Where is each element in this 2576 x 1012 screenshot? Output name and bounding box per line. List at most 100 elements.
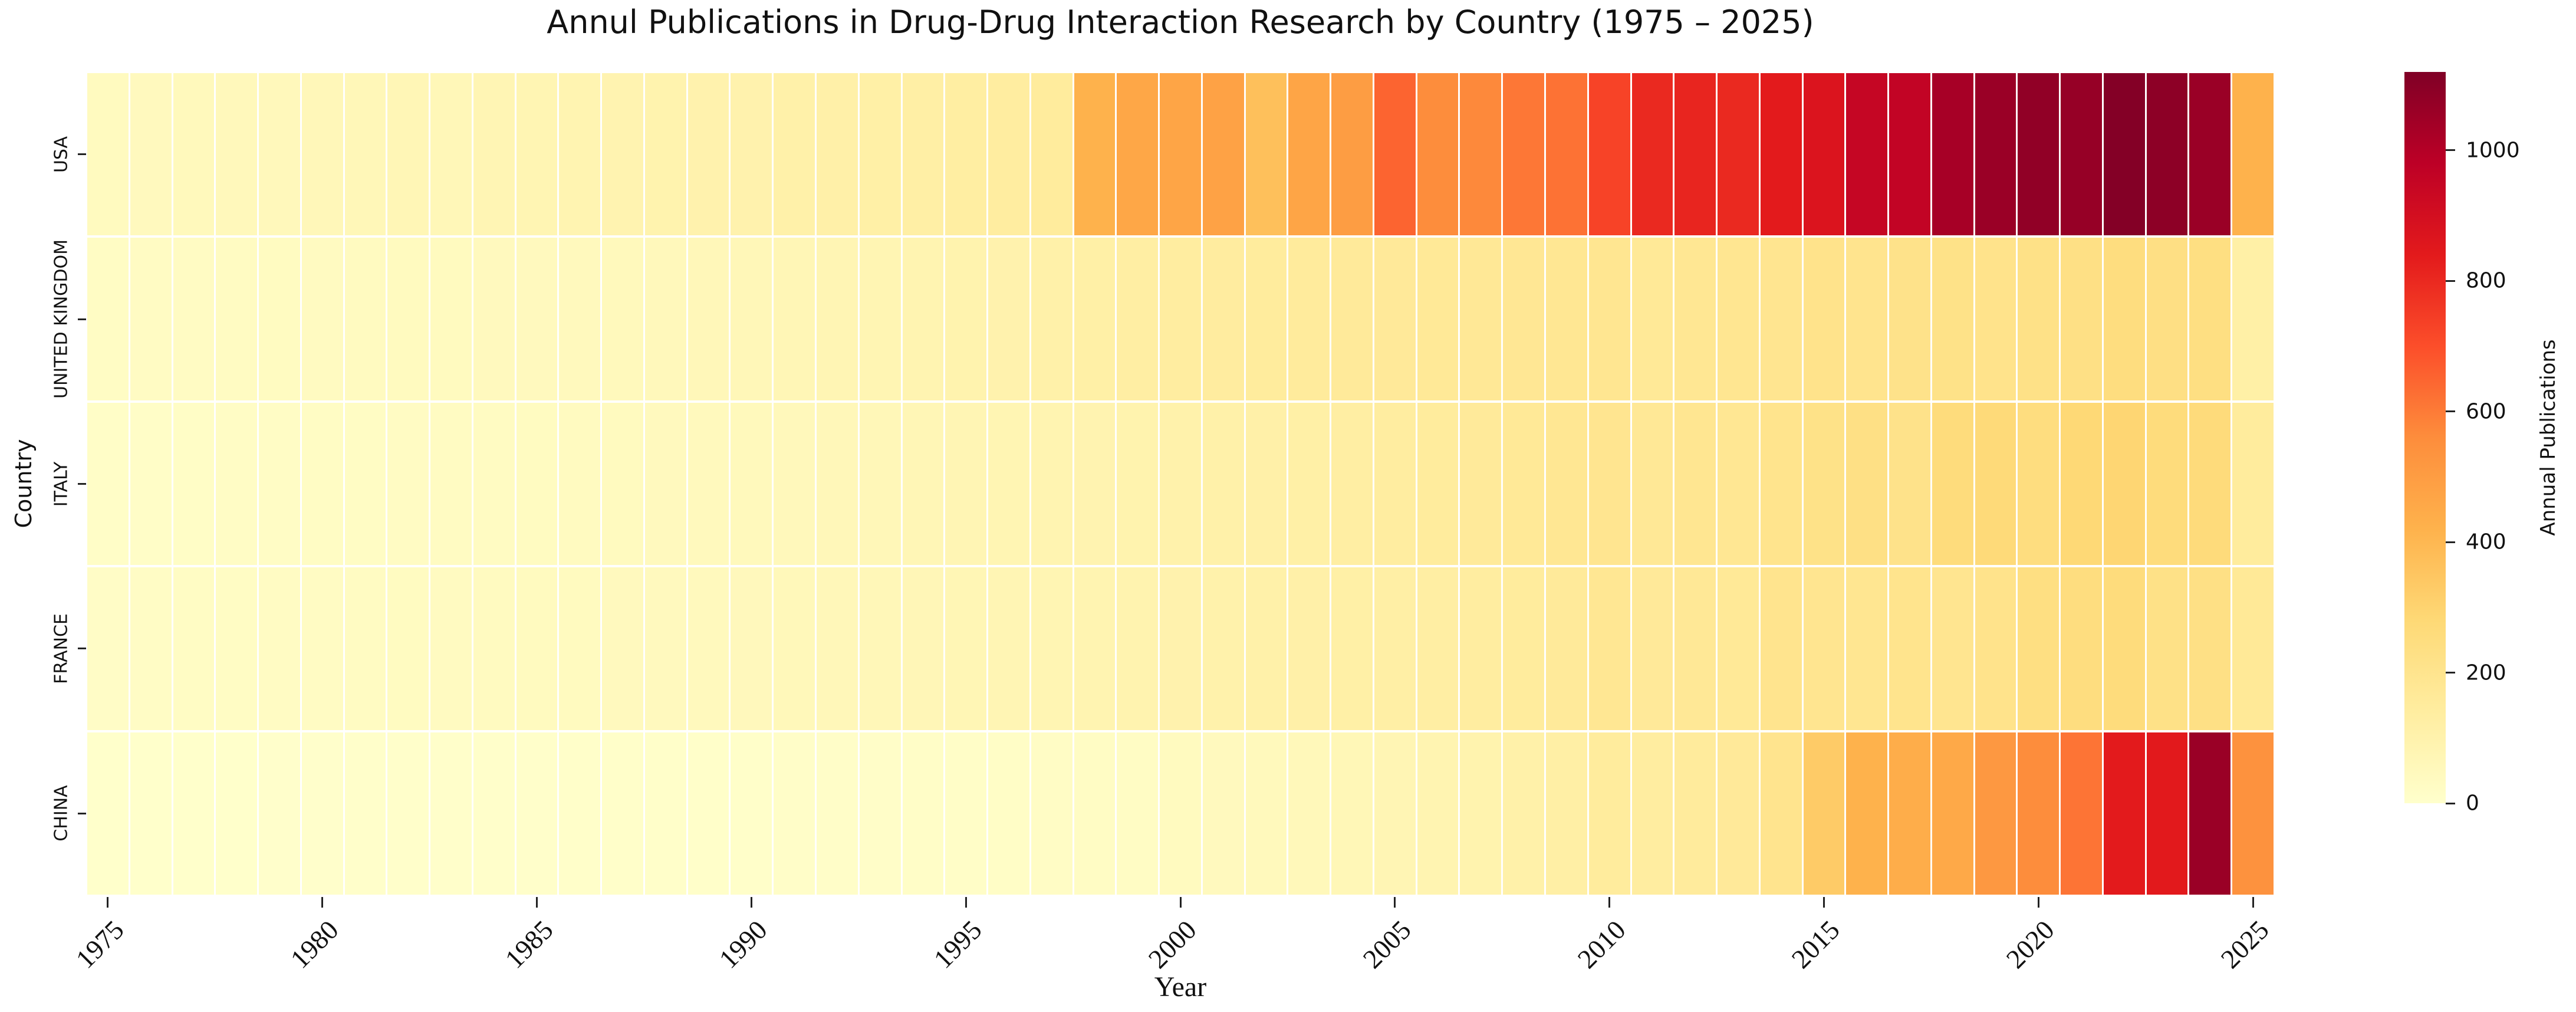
heatmap-cell <box>902 567 944 730</box>
heatmap-cell <box>1846 238 1888 400</box>
y-axis-tick-label: UNITED KINGDOM <box>51 239 72 399</box>
heatmap-cell <box>988 732 1029 895</box>
heatmap-cell <box>988 402 1029 566</box>
x-axis-tick-label: 1985 <box>499 914 559 974</box>
heatmap-cell <box>301 732 343 895</box>
heatmap-cell <box>2103 238 2145 400</box>
heatmap-cell <box>430 238 472 400</box>
heatmap-cell <box>87 73 129 236</box>
heatmap-cell <box>1460 567 1502 730</box>
heatmap-cell <box>1331 567 1373 730</box>
heatmap-cell <box>1760 732 1802 895</box>
heatmap-cell <box>2103 732 2145 895</box>
heatmap-cell <box>1331 732 1373 895</box>
heatmap-cell <box>1417 238 1459 400</box>
heatmap-cell <box>1932 567 1973 730</box>
heatmap-cell <box>644 238 686 400</box>
heatmap-cell <box>259 732 300 895</box>
heatmap-cell <box>1760 73 1802 236</box>
heatmap-cell <box>1846 402 1888 566</box>
heatmap-cell <box>1932 732 1973 895</box>
heatmap-cell <box>1245 238 1287 400</box>
y-axis-tick-label: ITALY <box>51 461 72 507</box>
heatmap-cell <box>1846 567 1888 730</box>
heatmap-cell <box>301 73 343 236</box>
heatmap-cell <box>1803 567 1845 730</box>
heatmap-cell <box>1975 402 2016 566</box>
heatmap-cell <box>1889 402 1930 566</box>
heatmap-cell <box>1417 402 1459 566</box>
heatmap-cell <box>1117 402 1159 566</box>
heatmap-cell <box>2103 567 2145 730</box>
heatmap-cell <box>516 238 558 400</box>
heatmap-cell <box>216 238 258 400</box>
heatmap-cell <box>430 567 472 730</box>
heatmap-cell <box>1546 402 1587 566</box>
heatmap-cell <box>1160 732 1201 895</box>
heatmap-cell <box>1546 73 1587 236</box>
heatmap-cell <box>387 238 429 400</box>
heatmap-cell <box>1202 402 1244 566</box>
heatmap-cell <box>1074 567 1116 730</box>
heatmap-cell <box>2018 402 2060 566</box>
heatmap-cell <box>559 732 601 895</box>
heatmap-cell <box>2146 567 2188 730</box>
heatmap-cell <box>2232 732 2274 895</box>
colorbar-tick-label: 200 <box>2466 661 2506 685</box>
heatmap-cell <box>473 402 515 566</box>
heatmap-cell <box>1245 732 1287 895</box>
y-axis-tick <box>78 812 86 814</box>
heatmap-cell <box>301 567 343 730</box>
heatmap-cell <box>774 567 815 730</box>
heatmap-cell <box>687 732 729 895</box>
x-axis-tick <box>1179 897 1182 908</box>
heatmap-cell <box>1503 567 1544 730</box>
x-axis-tick <box>536 897 538 908</box>
heatmap-cell <box>1975 732 2016 895</box>
heatmap-cell <box>1975 238 2016 400</box>
chart-title: Annul Publications in Drug-Drug Interact… <box>547 4 1814 41</box>
heatmap-cell <box>1503 402 1544 566</box>
heatmap-cell <box>1288 73 1330 236</box>
heatmap-cell <box>1803 732 1845 895</box>
heatmap-cell <box>1031 73 1072 236</box>
heatmap-cell <box>1674 567 1716 730</box>
heatmap-cell <box>817 567 858 730</box>
colorbar-tick <box>2446 541 2455 543</box>
heatmap-cell <box>1417 567 1459 730</box>
x-axis-tick-label: 2020 <box>2000 914 2061 974</box>
x-axis-tick-label: 2000 <box>1142 914 1202 974</box>
x-axis-tick <box>1394 897 1396 908</box>
heatmap-cell <box>130 73 172 236</box>
heatmap-cell <box>216 732 258 895</box>
heatmap-cell <box>1803 402 1845 566</box>
heatmap-cell <box>516 402 558 566</box>
heatmap-cell <box>344 732 386 895</box>
heatmap-cell <box>2232 238 2274 400</box>
heatmap-cell <box>774 238 815 400</box>
heatmap-cell <box>473 238 515 400</box>
heatmap-cell <box>1117 238 1159 400</box>
heatmap-cell <box>1718 238 1759 400</box>
heatmap-cell <box>817 238 858 400</box>
heatmap-cell <box>1460 402 1502 566</box>
heatmap-cell <box>87 732 129 895</box>
heatmap-cell <box>173 732 215 895</box>
heatmap-cell <box>2189 567 2231 730</box>
heatmap-cell <box>1718 73 1759 236</box>
heatmap-cell <box>602 567 643 730</box>
heatmap-cell <box>1031 238 1072 400</box>
heatmap-cell <box>602 402 643 566</box>
heatmap-cell <box>1117 567 1159 730</box>
heatmap-cell <box>2018 567 2060 730</box>
heatmap-cell <box>2189 402 2231 566</box>
heatmap-cell <box>988 238 1029 400</box>
heatmap-cell <box>902 73 944 236</box>
heatmap-cell <box>1889 73 1930 236</box>
heatmap-cell <box>859 567 901 730</box>
heatmap-cell <box>173 73 215 236</box>
x-axis-tick <box>2037 897 2039 908</box>
heatmap-cell <box>1718 402 1759 566</box>
x-axis-tick <box>965 897 967 908</box>
heatmap-cell <box>2232 73 2274 236</box>
